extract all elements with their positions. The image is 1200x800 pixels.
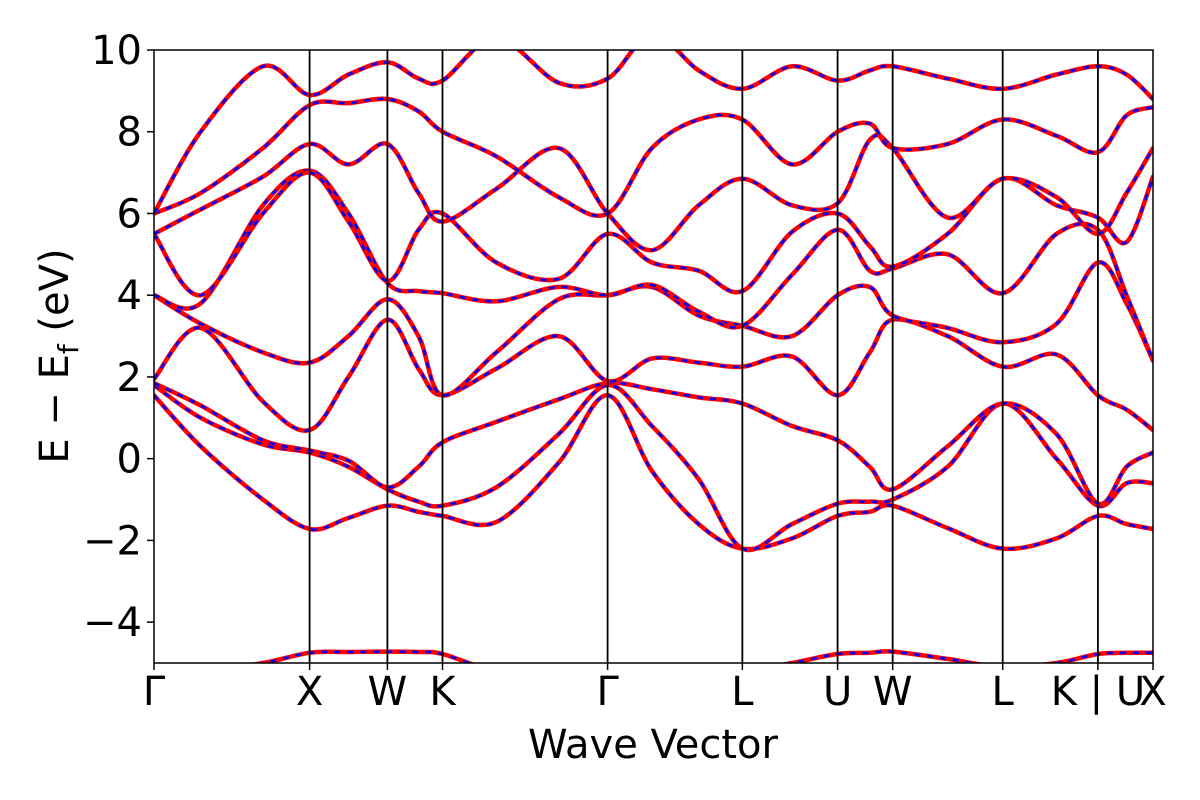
x-tick-label: W bbox=[368, 669, 408, 715]
y-tick-label: −2 bbox=[83, 518, 142, 564]
x-tick-label: K | U bbox=[1051, 669, 1145, 715]
band-line-red-0 bbox=[248, 649, 1153, 663]
plot-frame bbox=[153, 49, 1154, 664]
y-tick-label: 10 bbox=[91, 28, 142, 74]
y-tick-label: −4 bbox=[83, 600, 142, 646]
band-line-red-6 bbox=[154, 168, 1153, 363]
x-tick-label: X bbox=[1139, 669, 1166, 715]
x-tick-label: L bbox=[992, 669, 1015, 715]
y-tick-label: 0 bbox=[117, 437, 142, 483]
y-tick-label: 6 bbox=[117, 191, 142, 237]
band-line-blue-9 bbox=[154, 97, 1153, 218]
x-tick-label: U bbox=[823, 669, 852, 715]
band-line-blue-1 bbox=[154, 394, 1153, 551]
x-tick-label: X bbox=[296, 669, 323, 715]
x-tick-label: K bbox=[429, 669, 457, 715]
band-line-blue-2 bbox=[154, 383, 1153, 552]
x-axis-label: Wave Vector bbox=[528, 722, 779, 768]
band-line-blue-10 bbox=[154, 50, 1153, 215]
y-tick-label: 2 bbox=[117, 355, 142, 401]
band-line-blue-5 bbox=[154, 261, 1153, 397]
x-tick-label: W bbox=[873, 669, 913, 715]
x-tick-label: L bbox=[731, 669, 754, 715]
y-axis-ticks: −4 −2 0 2 4 6 8 10 bbox=[83, 28, 154, 646]
y-tick-label: 4 bbox=[117, 273, 142, 319]
high-symmetry-lines bbox=[308, 50, 1099, 663]
x-tick-label: Γ bbox=[143, 669, 166, 715]
y-tick-label: 8 bbox=[117, 110, 142, 156]
band-line-blue-3 bbox=[154, 381, 1153, 506]
x-tick-label: Γ bbox=[596, 669, 619, 715]
y-axis-label: E − Ef (eV) bbox=[32, 248, 85, 463]
